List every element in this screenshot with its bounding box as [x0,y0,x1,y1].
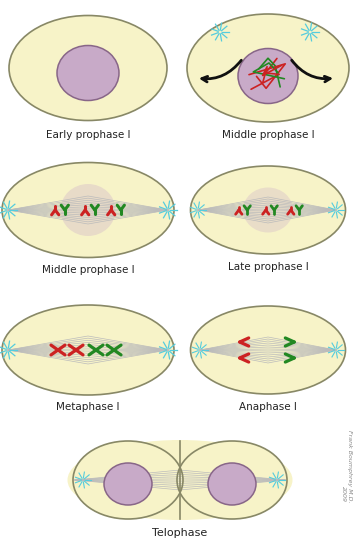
Ellipse shape [238,49,298,104]
Ellipse shape [187,14,349,122]
Ellipse shape [208,463,256,505]
Text: Frank Boumphrey M.D.
2009: Frank Boumphrey M.D. 2009 [341,430,352,502]
Text: Late prophase I: Late prophase I [228,262,309,272]
Text: Middle prophase I: Middle prophase I [42,265,134,275]
Ellipse shape [177,441,287,519]
Ellipse shape [243,188,293,232]
Text: Early prophase I: Early prophase I [46,130,130,140]
Ellipse shape [2,305,174,395]
Ellipse shape [73,441,183,519]
Bar [172,440,188,520]
Ellipse shape [2,162,174,258]
Text: Middle prophase I: Middle prophase I [222,130,314,140]
Ellipse shape [190,166,346,254]
Ellipse shape [104,463,152,505]
Ellipse shape [9,16,167,120]
Text: Metaphase I: Metaphase I [56,402,120,412]
Ellipse shape [68,440,292,520]
Ellipse shape [190,306,346,394]
Text: Telophase: Telophase [152,528,208,538]
Text: Anaphase I: Anaphase I [239,402,297,412]
Ellipse shape [60,184,116,236]
Ellipse shape [57,45,119,100]
